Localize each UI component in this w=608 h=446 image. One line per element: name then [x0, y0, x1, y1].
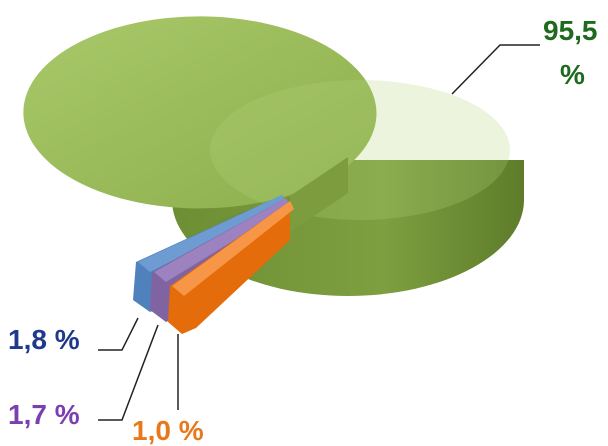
leader-line-purple: [98, 324, 159, 421]
label-green-value: 95,5: [543, 15, 598, 46]
slice-purple-top: [154, 198, 290, 282]
slice-orange-top: [172, 201, 294, 296]
label-green-unit: %: [560, 59, 585, 90]
slice-blue-top: [138, 195, 286, 272]
label-blue-value: 1,8 %: [8, 324, 80, 355]
slice-green-top: [23, 16, 377, 209]
leader-line-blue: [98, 317, 139, 351]
leader-line-green: [451, 44, 540, 95]
label-purple-value: 1,7 %: [8, 399, 80, 430]
slice-green-top-highlight: [210, 80, 510, 220]
slice-green-inner-wall: [290, 157, 348, 232]
label-orange-value: 1,0 %: [132, 415, 204, 446]
